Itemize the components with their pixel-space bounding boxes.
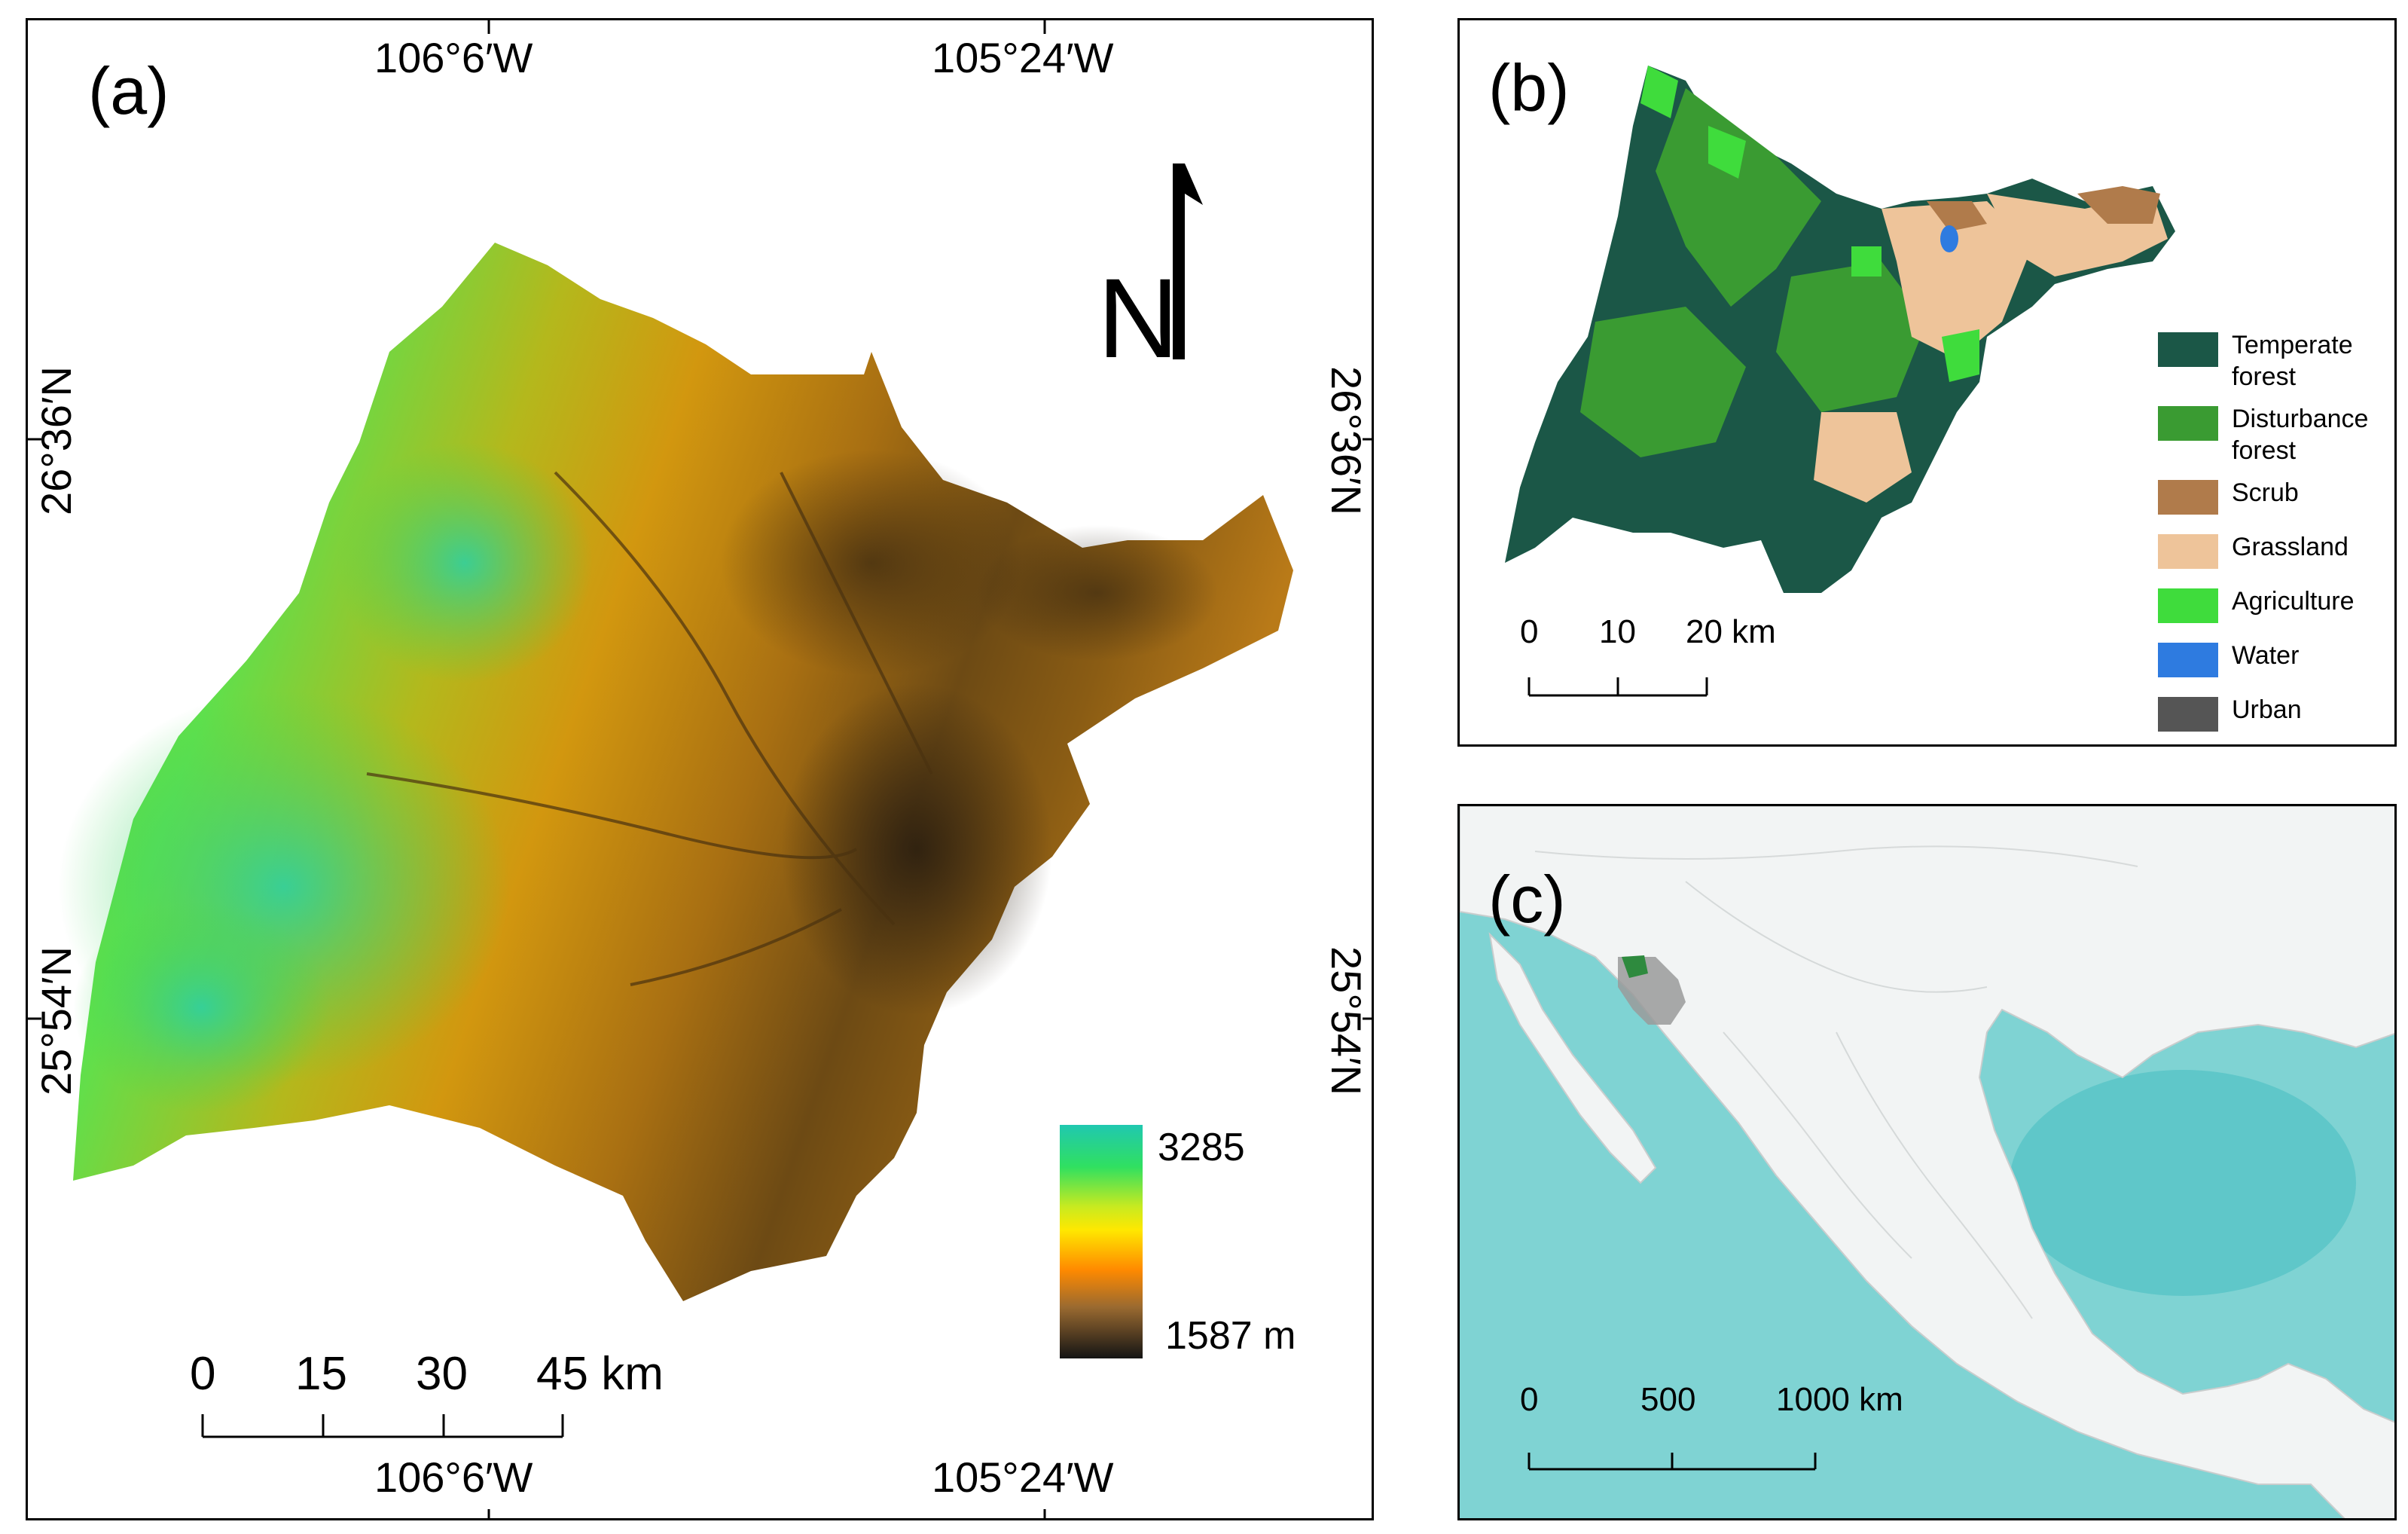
panel-label-a: (a) bbox=[88, 53, 169, 128]
panel-c-location-map: (c) 0 500 1000 km bbox=[1457, 804, 2397, 1520]
legend-label-grassland: Grassland bbox=[2232, 533, 2348, 561]
lat-label-right-1: 26°36′N bbox=[1323, 366, 1370, 515]
panel-a-elevation-map: (a) 106°6′W 105°24′W 106°6′W 105°24′W 26… bbox=[26, 18, 1374, 1520]
elevation-min-label: 1587 m bbox=[1165, 1314, 1296, 1358]
scale-a-label-2: 30 bbox=[416, 1348, 468, 1400]
legend-label-water: Water bbox=[2232, 641, 2300, 670]
scale-bar-b bbox=[1528, 677, 1708, 697]
scale-bar-a bbox=[201, 1414, 564, 1438]
study-area-highlight bbox=[1622, 955, 1648, 978]
legend-label-urban: Urban bbox=[2232, 695, 2302, 724]
lat-label-left-2: 25°54′N bbox=[32, 946, 80, 1095]
scale-b-label-0: 0 bbox=[1520, 613, 1539, 650]
elevation-color-bar bbox=[1060, 1125, 1143, 1358]
landcover-map-canvas bbox=[1505, 66, 2175, 697]
legend-swatch-disturbance-forest bbox=[2158, 406, 2218, 441]
scale-a-label-3: 45 km bbox=[536, 1348, 664, 1400]
panel-b-landcover-map: (b) Temperate forest Disturbance forest … bbox=[1457, 18, 2397, 747]
study-area-dem bbox=[58, 243, 1293, 1301]
elevation-max-label: 3285 bbox=[1158, 1126, 1245, 1169]
land-mass bbox=[1460, 806, 2394, 1518]
scale-a-label-1: 15 bbox=[295, 1348, 347, 1400]
legend-item-agriculture: Agriculture bbox=[2158, 585, 2394, 631]
lon-label-top-2: 105°24′W bbox=[932, 34, 1114, 81]
lat-label-right-2: 25°54′N bbox=[1323, 946, 1370, 1095]
legend-swatch-scrub bbox=[2158, 480, 2218, 515]
legend-swatch-agriculture bbox=[2158, 588, 2218, 623]
scale-a-label-0: 0 bbox=[190, 1348, 216, 1400]
lon-label-top-1: 106°6′W bbox=[374, 34, 533, 81]
legend-item-disturbance-forest: Disturbance forest bbox=[2158, 403, 2394, 465]
scale-c-label-1: 500 bbox=[1640, 1381, 1696, 1418]
legend-item-scrub: Scrub bbox=[2158, 477, 2394, 522]
lat-label-left-1: 26°36′N bbox=[32, 366, 80, 515]
landcover-area bbox=[1505, 66, 2175, 593]
elevation-map-canvas bbox=[28, 20, 1372, 1518]
legend-swatch-water bbox=[2158, 643, 2218, 677]
legend-label-agriculture: Agriculture bbox=[2232, 587, 2355, 616]
legend-label-scrub: Scrub bbox=[2232, 478, 2299, 507]
scale-c-label-2: 1000 km bbox=[1776, 1381, 1903, 1418]
legend-label-disturbance-forest: Disturbance forest bbox=[2232, 405, 2369, 465]
legend-label-temperate-forest: Temperate forest bbox=[2232, 331, 2353, 391]
legend-item-temperate-forest: Temperate forest bbox=[2158, 329, 2394, 391]
lon-label-bottom-2: 105°24′W bbox=[932, 1453, 1114, 1501]
legend-swatch-grassland bbox=[2158, 534, 2218, 569]
legend-swatch-temperate-forest bbox=[2158, 332, 2218, 367]
legend-item-grassland: Grassland bbox=[2158, 531, 2394, 576]
location-map-canvas bbox=[1460, 806, 2394, 1518]
panel-label-c: (c) bbox=[1488, 862, 1566, 937]
scale-c-label-0: 0 bbox=[1520, 1381, 1539, 1418]
scale-bar-c bbox=[1528, 1453, 1817, 1471]
north-label: N bbox=[1097, 255, 1180, 381]
landcover-legend: Temperate forest Disturbance forest Scru… bbox=[2158, 329, 2394, 744]
gulf-basin bbox=[2010, 1070, 2356, 1296]
scale-b-label-1: 10 bbox=[1599, 613, 1636, 650]
lon-label-bottom-1: 106°6′W bbox=[374, 1453, 533, 1501]
scale-b-label-2: 20 km bbox=[1686, 613, 1776, 650]
baja-california bbox=[1488, 932, 1657, 1184]
graticule-ticks bbox=[28, 20, 1372, 1518]
legend-swatch-urban bbox=[2158, 697, 2218, 732]
panel-label-b: (b) bbox=[1488, 50, 1570, 125]
legend-item-urban: Urban bbox=[2158, 694, 2394, 739]
legend-item-water: Water bbox=[2158, 640, 2394, 685]
north-arrow-icon bbox=[1173, 163, 1203, 359]
